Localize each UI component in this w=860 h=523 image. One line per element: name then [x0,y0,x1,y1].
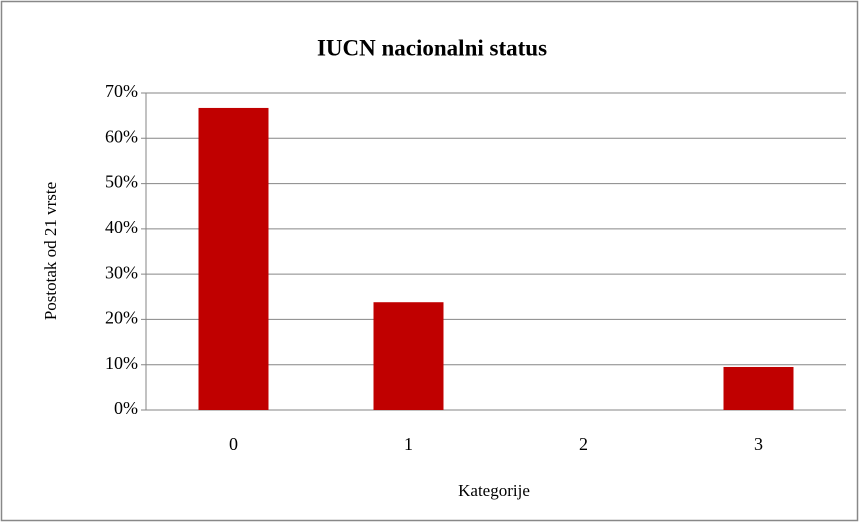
chart-title: IUCN nacionalni status [317,35,547,60]
y-tick-label: 50% [105,172,138,192]
y-tick-label: 30% [105,262,138,282]
x-axis-label: Kategorije [458,481,530,500]
y-tick-label: 60% [105,126,138,146]
y-tick-label: 40% [105,217,138,237]
x-tick-label: 1 [404,434,413,454]
x-tick-label: 2 [579,434,588,454]
x-tick-label: 0 [229,434,238,454]
y-tick-label: 10% [105,353,138,373]
y-tick-label: 20% [105,308,138,328]
bar [373,302,444,410]
x-tick-label: 3 [754,434,763,454]
y-tick-label: 70% [105,81,138,101]
bar [723,366,794,410]
y-axis-label: Postotak od 21 vrste [41,182,60,320]
bar [198,107,269,411]
y-tick-label: 0% [114,398,138,418]
